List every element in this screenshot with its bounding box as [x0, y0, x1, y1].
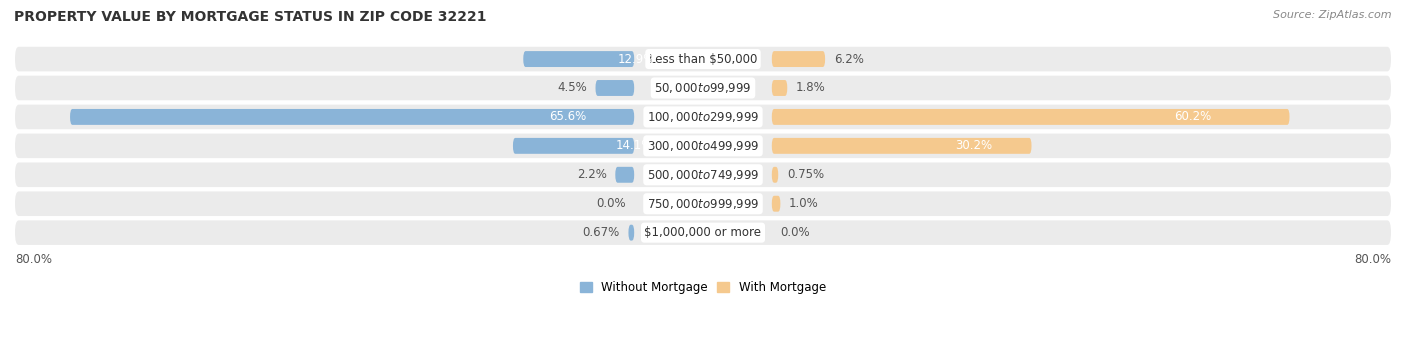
Text: 1.0%: 1.0%	[789, 197, 818, 210]
Text: 80.0%: 80.0%	[1354, 254, 1391, 267]
Text: 0.75%: 0.75%	[787, 168, 824, 181]
Text: Source: ZipAtlas.com: Source: ZipAtlas.com	[1274, 10, 1392, 20]
FancyBboxPatch shape	[15, 220, 1391, 245]
Text: PROPERTY VALUE BY MORTGAGE STATUS IN ZIP CODE 32221: PROPERTY VALUE BY MORTGAGE STATUS IN ZIP…	[14, 10, 486, 24]
FancyBboxPatch shape	[15, 105, 1391, 129]
FancyBboxPatch shape	[523, 51, 634, 67]
FancyBboxPatch shape	[772, 167, 779, 183]
Text: 65.6%: 65.6%	[550, 110, 586, 123]
Text: 60.2%: 60.2%	[1174, 110, 1212, 123]
FancyBboxPatch shape	[772, 138, 1032, 154]
Text: 0.67%: 0.67%	[582, 226, 620, 239]
FancyBboxPatch shape	[772, 51, 825, 67]
Text: 6.2%: 6.2%	[834, 53, 863, 66]
Text: 4.5%: 4.5%	[557, 82, 586, 95]
FancyBboxPatch shape	[15, 163, 1391, 187]
FancyBboxPatch shape	[70, 109, 634, 125]
Legend: Without Mortgage, With Mortgage: Without Mortgage, With Mortgage	[581, 281, 825, 294]
Text: $100,000 to $299,999: $100,000 to $299,999	[647, 110, 759, 124]
Text: 0.0%: 0.0%	[596, 197, 626, 210]
Text: $750,000 to $999,999: $750,000 to $999,999	[647, 197, 759, 211]
FancyBboxPatch shape	[772, 109, 1289, 125]
Text: 14.1%: 14.1%	[616, 139, 654, 152]
Text: 30.2%: 30.2%	[956, 139, 993, 152]
Text: 0.0%: 0.0%	[780, 226, 810, 239]
Text: 12.9%: 12.9%	[617, 53, 655, 66]
FancyBboxPatch shape	[15, 191, 1391, 216]
Text: 2.2%: 2.2%	[576, 168, 606, 181]
FancyBboxPatch shape	[772, 80, 787, 96]
FancyBboxPatch shape	[772, 196, 780, 212]
FancyBboxPatch shape	[15, 47, 1391, 71]
Text: $1,000,000 or more: $1,000,000 or more	[644, 226, 762, 239]
Text: Less than $50,000: Less than $50,000	[648, 53, 758, 66]
FancyBboxPatch shape	[596, 80, 634, 96]
FancyBboxPatch shape	[628, 225, 634, 241]
Text: 1.8%: 1.8%	[796, 82, 825, 95]
FancyBboxPatch shape	[616, 167, 634, 183]
Text: $500,000 to $749,999: $500,000 to $749,999	[647, 168, 759, 182]
Text: $50,000 to $99,999: $50,000 to $99,999	[654, 81, 752, 95]
Text: 80.0%: 80.0%	[15, 254, 52, 267]
FancyBboxPatch shape	[15, 76, 1391, 100]
FancyBboxPatch shape	[15, 134, 1391, 158]
Text: $300,000 to $499,999: $300,000 to $499,999	[647, 139, 759, 153]
FancyBboxPatch shape	[513, 138, 634, 154]
